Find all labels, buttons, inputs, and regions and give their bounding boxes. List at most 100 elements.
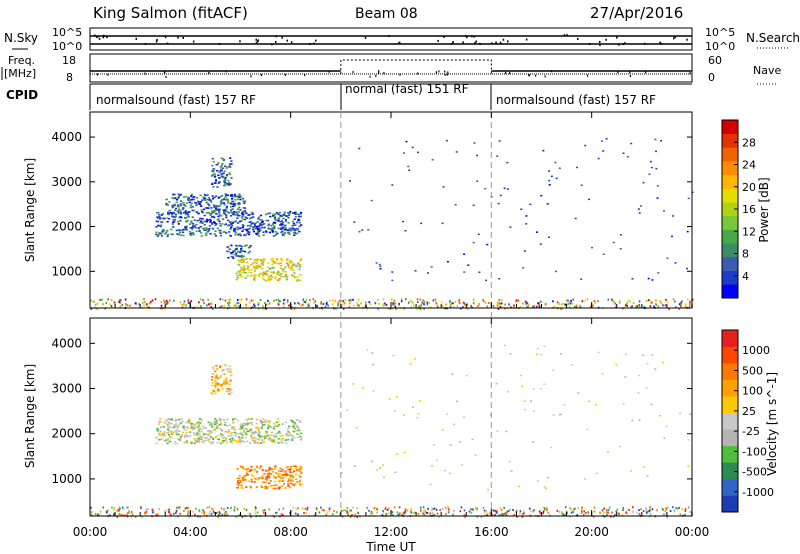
vel-patch-1000km-cell [279, 475, 282, 478]
ground-scatter-cell [112, 514, 115, 516]
ground-scatter-cell [113, 507, 115, 509]
vel-band-2000km-cell [246, 422, 249, 424]
ground-scatter-cell [94, 513, 97, 516]
echo-band-2500km-cell [237, 203, 240, 206]
power-colorbar-tick-label-2: 12 [742, 225, 756, 238]
echo-patch-1400km-cell [240, 245, 243, 248]
vel-band-3200km-cell [230, 389, 233, 391]
ground-scatter-cell [447, 506, 449, 509]
ground-scatter-cell [542, 506, 545, 509]
vel-band-3200km-cell [216, 367, 219, 370]
echo-band-2500km-cell [183, 204, 186, 206]
echo-band-2500km-cell [219, 201, 222, 204]
ground-scatter-cell [320, 506, 322, 509]
vel-patch-1000km-cell [252, 475, 255, 477]
echo-patch-1000km-cell [262, 275, 265, 277]
echo-patch-1000km-cell [267, 262, 270, 264]
vel-band-2000km-cell [197, 426, 200, 428]
ground-scatter-cell [391, 307, 394, 310]
vel-band-2000km-cell [260, 422, 263, 424]
vel-patch-1000km-cell [268, 482, 271, 485]
vel-band-3200km-cell [222, 382, 226, 385]
vel-band-2000km-cell [216, 425, 219, 427]
ground-scatter-cell [131, 513, 134, 516]
ground-scatter-cell [497, 307, 500, 310]
vel-band-3200km-cell [211, 382, 214, 384]
echo-band-2000km-cell [209, 214, 212, 216]
ground-scatter-cell [424, 511, 427, 514]
vel-band-2000km-cell [296, 436, 299, 439]
ground-scatter-cell [660, 301, 662, 304]
vel-band-2000km-cell [224, 431, 227, 433]
ground-scatter-cell [227, 304, 230, 307]
scatter-echo-cell [391, 184, 394, 186]
ground-scatter-cell [127, 512, 129, 514]
freq-spike [444, 70, 446, 73]
ground-scatter-cell [664, 304, 667, 307]
vel-band-3200km-cell [227, 370, 230, 372]
vel-patch-1000km-cell [235, 483, 238, 485]
ground-scatter-cell [126, 506, 129, 509]
ground-scatter-cell [477, 305, 479, 308]
ground-scatter-cell [93, 300, 96, 303]
ground-scatter-cell [494, 514, 496, 517]
nsky-spike [255, 41, 258, 44]
ground-scatter-cell [532, 510, 534, 513]
ground-scatter-cell [109, 303, 112, 306]
vel-patch-1000km-cell [283, 470, 286, 473]
vel-band-2000km-cell [259, 436, 262, 438]
echo-band-2000km-cell [222, 231, 225, 233]
vel-patch-1000km-cell [291, 483, 294, 486]
echo-band-2000km-cell [236, 217, 239, 219]
vel-patch-1000km-cell [260, 465, 263, 467]
ground-scatter-cell [445, 303, 447, 306]
ground-scatter-cell [373, 507, 376, 509]
vel-band-2000km-cell [169, 426, 172, 429]
ground-scatter-cell [691, 298, 694, 301]
vel-patch-1000km-cell [290, 474, 293, 477]
ground-scatter-cell [592, 304, 594, 307]
velocity-colorbar-swatch-2 [722, 462, 738, 480]
vel-band-2000km-cell [160, 438, 163, 441]
vel-band-2000km-cell [166, 439, 169, 441]
vel-band-2000km-cell [174, 442, 177, 445]
vel-patch-1000km-cell [268, 468, 271, 471]
scatter-echo-cell [548, 170, 551, 172]
vel-band-2000km-cell [258, 431, 261, 434]
nsky-spike [588, 42, 591, 45]
ground-scatter-cell [607, 298, 610, 301]
scatter-echo-cell [602, 150, 605, 152]
ground-scatter-cell [120, 514, 122, 516]
vel-band-2000km-cell [243, 441, 246, 443]
ground-scatter-cell [393, 506, 396, 509]
ground-scatter-cell [348, 299, 350, 302]
vel-band-2000km-cell [189, 427, 192, 430]
ground-scatter-cell [419, 506, 422, 509]
ground-scatter-cell [225, 510, 227, 513]
ground-scatter-cell [515, 510, 517, 513]
vel-patch-1000km-cell [249, 486, 252, 489]
vel-band-2000km-cell [285, 442, 288, 445]
echo-band-2000km-cell [161, 213, 164, 215]
ground-scatter-cell [166, 509, 168, 512]
ground-scatter-cell [587, 511, 590, 514]
vel-band-2000km-cell [233, 431, 237, 434]
echo-band-3200km-cell [227, 179, 230, 182]
ground-scatter-cell [291, 510, 293, 513]
echo-band-2000km-cell [253, 226, 256, 228]
echo-band-2500km-cell [215, 195, 218, 197]
ground-scatter-cell [539, 512, 542, 515]
echo-band-2000km-cell [293, 211, 296, 214]
ground-scatter-cell [186, 506, 188, 509]
echo-band-2000km-cell [169, 212, 172, 214]
echo-band-2000km-cell [205, 218, 209, 221]
ground-scatter-cell [117, 509, 119, 512]
vel-band-2000km-cell [195, 434, 199, 436]
echo-band-2000km-cell [272, 221, 275, 224]
vel-patch-1000km-cell [253, 468, 256, 471]
echo-patch-1000km-cell [253, 277, 256, 280]
vel-band-2000km-cell [156, 427, 159, 430]
freq-spike [505, 71, 507, 74]
scatter-echo-cell [370, 199, 373, 202]
